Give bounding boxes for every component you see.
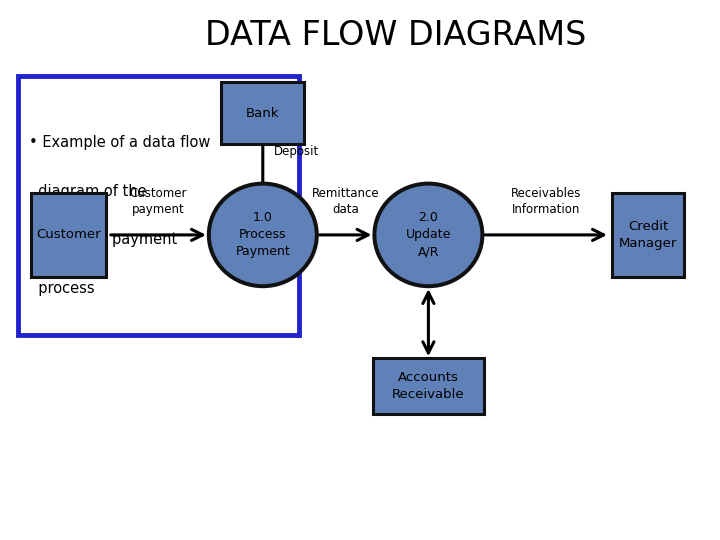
Text: process: process	[29, 281, 94, 296]
Text: Accounts
Receivable: Accounts Receivable	[392, 371, 464, 401]
Bar	[30, 193, 107, 277]
Text: Remittance
data: Remittance data	[312, 187, 379, 216]
Ellipse shape	[374, 184, 482, 286]
Bar	[612, 193, 684, 277]
Text: Deposit: Deposit	[274, 145, 319, 158]
Text: 2.0
Update
A/R: 2.0 Update A/R	[405, 211, 451, 259]
Bar	[373, 357, 484, 415]
Text: diagram of the: diagram of the	[29, 184, 146, 199]
Bar	[222, 82, 304, 144]
Text: Customer
payment: Customer payment	[130, 187, 187, 216]
Text: Credit
Manager: Credit Manager	[618, 220, 678, 250]
Bar	[18, 76, 299, 335]
Text: Customer: Customer	[36, 228, 101, 241]
Text: Receivables
Information: Receivables Information	[510, 187, 581, 216]
Text: customer payment: customer payment	[29, 232, 177, 247]
Ellipse shape	[209, 184, 317, 286]
Text: • Example of a data flow: • Example of a data flow	[29, 135, 210, 150]
Text: Bank: Bank	[246, 107, 279, 120]
Text: DATA FLOW DIAGRAMS: DATA FLOW DIAGRAMS	[205, 18, 587, 52]
Text: 1.0
Process
Payment: 1.0 Process Payment	[235, 211, 290, 259]
